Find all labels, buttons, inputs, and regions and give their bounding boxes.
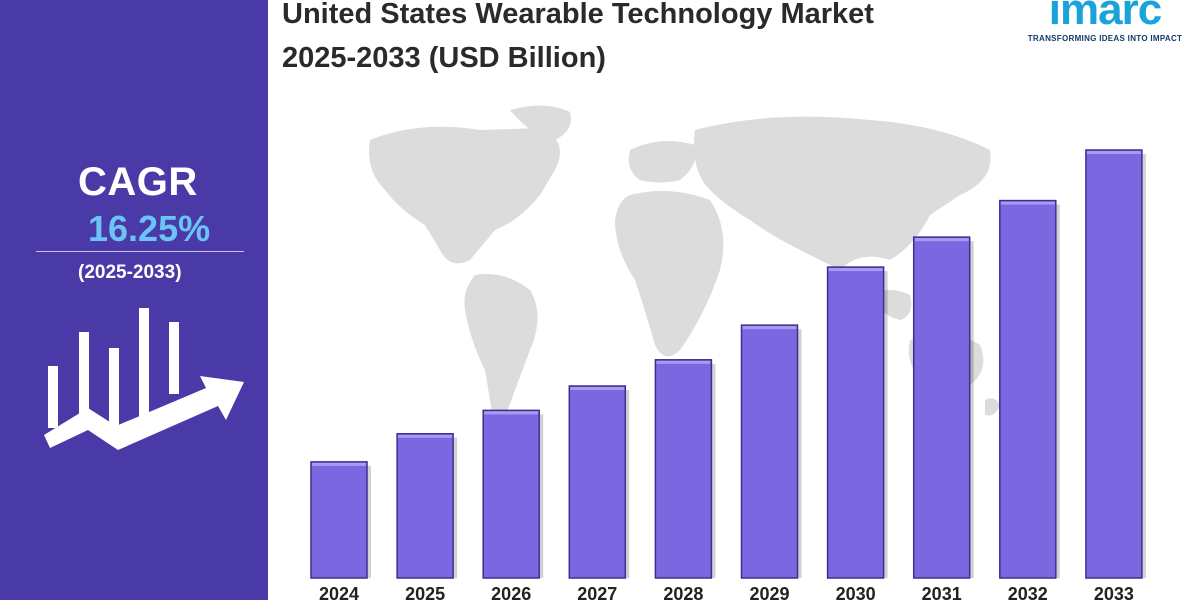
growth-chart-arrow-icon: [44, 308, 244, 450]
bar-highlight-2033: [1086, 151, 1141, 154]
bar-highlight-2032: [1000, 201, 1055, 205]
year-label-2024: 2024: [319, 584, 359, 600]
bar-highlight-2025: [398, 434, 453, 438]
bar-2026: [482, 409, 540, 579]
bar-2032: [999, 199, 1057, 579]
year-labels-layer: 2024 2025 2026 2027 2028 2029 2030 2031 2032 2033: [319, 584, 1134, 600]
world-map-background: [369, 105, 1000, 430]
logo-wordmark: imarc: [1048, 0, 1162, 34]
bar-highlight-2028: [656, 360, 711, 364]
year-label-2026: 2026: [491, 584, 531, 600]
bar-2029: [740, 324, 799, 579]
year-label-2033: 2033: [1094, 584, 1134, 600]
year-label-2031: 2031: [922, 584, 962, 600]
cagr-value: 16.25%: [88, 208, 211, 249]
bar-highlight-2029: [742, 326, 797, 330]
bar-2030: [826, 266, 885, 579]
bars-layer: [310, 149, 1146, 579]
cagr-period: (2025-2033): [78, 262, 182, 283]
bar-highlight-2024: [312, 462, 366, 466]
logo-tagline: TRANSFORMING IDEAS INTO IMPACT: [1027, 34, 1183, 43]
bar-2024: [310, 461, 368, 579]
chart-title-line-2: 2025-2033 (USD Billion): [282, 42, 606, 74]
bar-2031: [912, 236, 971, 579]
bar-highlight-2026: [484, 411, 539, 415]
chart-title-line-1: United States Wearable Technology Market: [282, 0, 874, 30]
year-label-2025: 2025: [405, 584, 445, 600]
cagr-label: CAGR: [78, 160, 198, 204]
sidebar-panel: CAGR 16.25% (2025-2033): [0, 0, 268, 600]
bar-2027: [568, 385, 627, 579]
bar-2025: [396, 433, 454, 579]
bar-highlight-2031: [914, 238, 969, 242]
cagr-divider: [36, 251, 244, 252]
year-label-2030: 2030: [836, 584, 876, 600]
bar-highlight-2027: [570, 387, 625, 391]
year-label-2028: 2028: [663, 584, 703, 600]
year-label-2027: 2027: [577, 584, 617, 600]
imarc-logo: imarc TRANSFORMING IDEAS INTO IMPACT: [1020, 0, 1190, 43]
bar-2028: [654, 359, 713, 579]
bar-2033: [1085, 149, 1143, 579]
bar-highlight-2030: [828, 268, 883, 272]
year-label-2032: 2032: [1008, 584, 1048, 600]
chart-title: United States Wearable Technology Market…: [282, 0, 874, 80]
year-label-2029: 2029: [749, 584, 789, 600]
